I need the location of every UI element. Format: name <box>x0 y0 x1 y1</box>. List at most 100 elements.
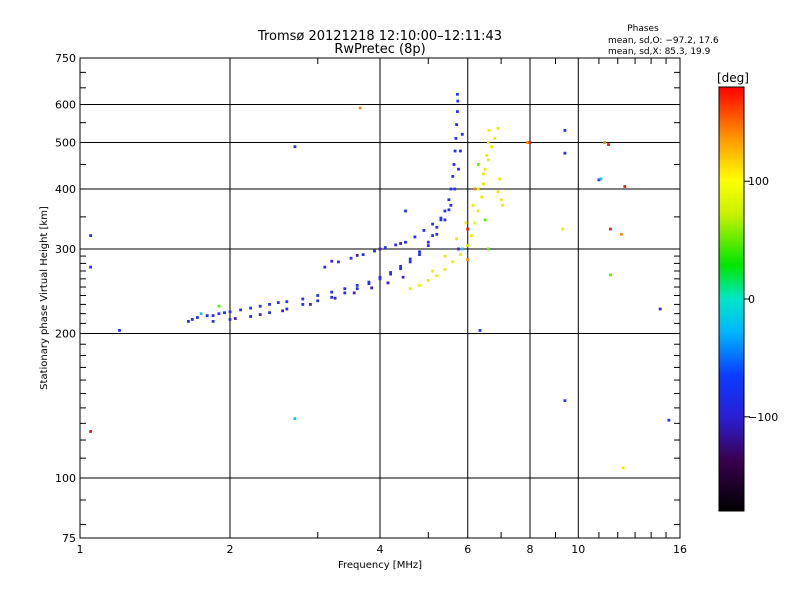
data-point <box>623 185 627 188</box>
data-point <box>609 227 612 231</box>
data-point <box>455 123 458 126</box>
colorbar-tick-label: −100 <box>748 411 778 424</box>
y-tick-label: 400 <box>55 183 76 196</box>
grid-lines <box>80 58 680 538</box>
y-tick-label: 300 <box>55 243 76 256</box>
data-point <box>355 287 359 291</box>
data-point <box>457 247 460 251</box>
data-point <box>401 275 405 279</box>
data-point <box>399 267 402 271</box>
data-point <box>268 303 271 306</box>
data-point <box>293 145 297 149</box>
data-point <box>404 209 407 213</box>
data-point <box>455 237 458 241</box>
y-tick-label: 750 <box>55 52 76 65</box>
y-tick-label: 75 <box>62 532 76 545</box>
x-tick-label: 2 <box>227 543 234 556</box>
data-point <box>456 99 460 103</box>
data-point <box>89 430 92 433</box>
data-point <box>466 258 470 262</box>
data-point <box>301 303 305 306</box>
data-point <box>460 132 464 136</box>
data-point <box>399 242 402 245</box>
data-point <box>621 466 625 470</box>
chart-title: Tromsø 20121218 12:10:00–12:11:43 <box>257 29 502 44</box>
data-point <box>309 303 312 306</box>
data-point <box>599 177 603 181</box>
data-point <box>228 310 232 314</box>
data-point <box>389 271 392 274</box>
data-point <box>316 299 320 303</box>
data-point <box>496 127 500 130</box>
data-point <box>460 247 464 251</box>
data-point <box>276 301 280 304</box>
data-point <box>233 317 237 320</box>
data-point <box>435 232 439 236</box>
data-point <box>476 209 480 213</box>
data-point <box>451 260 455 264</box>
data-point <box>249 315 252 318</box>
data-point <box>454 137 458 140</box>
data-point <box>196 316 199 319</box>
data-point <box>485 154 489 157</box>
data-point <box>439 216 443 220</box>
data-point <box>431 234 434 237</box>
data-point <box>258 313 262 316</box>
data-point <box>358 106 362 110</box>
data-point <box>447 198 451 202</box>
y-axis-label: Stationary phase Virtual Height [km] <box>39 206 50 390</box>
data-point <box>466 227 470 231</box>
phase-info-title: Phases <box>627 24 659 34</box>
data-point <box>609 273 612 277</box>
data-point <box>285 300 289 304</box>
data-point <box>456 110 459 113</box>
data-point <box>333 296 337 300</box>
data-point <box>476 163 480 166</box>
data-point <box>217 312 221 316</box>
data-point <box>561 227 564 231</box>
data-point <box>370 286 374 290</box>
data-point <box>469 234 473 237</box>
data-point <box>431 222 434 226</box>
colorbar-gradient <box>719 87 744 511</box>
data-point <box>443 209 447 213</box>
data-point <box>452 163 456 166</box>
chart-subtitle: RwPretec (8p) <box>334 42 425 57</box>
data-point <box>453 149 457 153</box>
data-point <box>330 295 334 299</box>
data-point <box>361 253 365 256</box>
data-point <box>89 265 92 269</box>
x-tick-label: 6 <box>464 543 471 556</box>
y-tick-label: 100 <box>55 472 76 485</box>
data-point <box>487 129 491 132</box>
data-point <box>603 141 607 144</box>
data-point <box>187 320 190 323</box>
data-point <box>563 151 567 155</box>
data-point <box>404 240 407 244</box>
data-point <box>447 208 451 212</box>
data-point <box>528 141 532 144</box>
colorbar: [deg] 100 0 −100 <box>717 71 778 512</box>
data-point <box>378 275 382 279</box>
data-point <box>211 320 215 323</box>
x-tick-label: 16 <box>673 543 687 556</box>
data-point <box>456 92 459 96</box>
colorbar-ticks: 100 0 −100 <box>744 175 778 424</box>
data-point <box>190 318 194 321</box>
data-point <box>449 203 453 207</box>
data-point <box>487 141 490 144</box>
data-point <box>487 158 490 162</box>
data-point <box>451 175 455 178</box>
data-point <box>408 257 412 261</box>
data-point <box>453 187 457 191</box>
data-point <box>473 221 477 225</box>
colorbar-tick-label: 0 <box>748 293 755 306</box>
data-point <box>563 399 567 402</box>
data-point <box>223 311 226 315</box>
data-point <box>337 260 340 264</box>
phase-info-line-x: mean, sd,X: 85.3, 19.9 <box>608 47 711 57</box>
data-point <box>457 167 460 171</box>
colorbar-label: [deg] <box>717 71 749 85</box>
data-point <box>118 329 121 332</box>
data-point <box>658 307 662 311</box>
